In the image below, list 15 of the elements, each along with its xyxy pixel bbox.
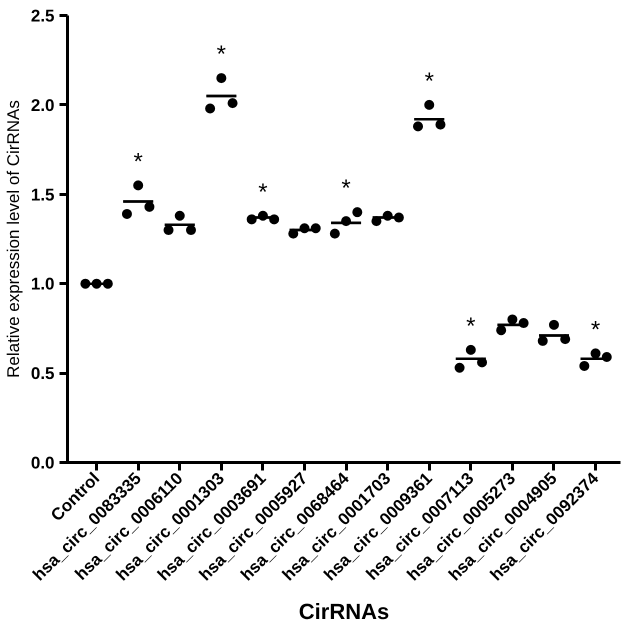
annotation: * — [466, 312, 476, 340]
y-tick-label: 0.0 — [30, 454, 55, 472]
y-tick-label: 2.5 — [30, 6, 55, 26]
annotation: * — [590, 316, 600, 344]
y-tick-label: 1.5 — [30, 185, 55, 204]
annotation: * — [424, 68, 434, 95]
x-axis-title: CirRNAs — [298, 599, 390, 624]
annotation: * — [258, 178, 268, 206]
y-tick-label: 0.5 — [30, 364, 55, 384]
annotation: * — [341, 175, 351, 202]
y-tick-label: 1.0 — [30, 274, 55, 294]
y-axis-title: Relative expression level of CirRNAs — [4, 100, 23, 378]
y-tick-label: 2.0 — [30, 96, 55, 115]
annotation: * — [134, 148, 143, 176]
annotation: * — [216, 41, 226, 68]
